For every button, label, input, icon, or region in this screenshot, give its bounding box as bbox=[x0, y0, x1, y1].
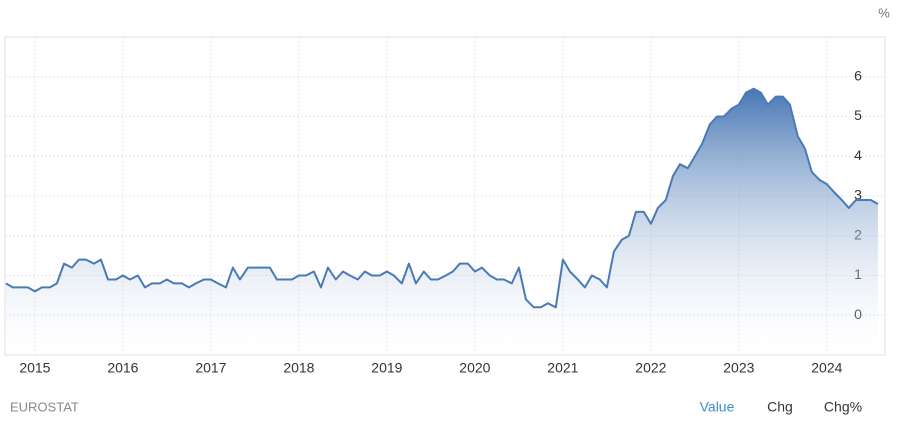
x-tick-label: 2019 bbox=[371, 360, 402, 376]
x-tick-label: 2023 bbox=[723, 360, 754, 376]
x-tick-label: 2018 bbox=[283, 360, 314, 376]
x-tick-label: 2015 bbox=[19, 360, 50, 376]
x-tick-label: 2020 bbox=[459, 360, 490, 376]
unit-label: % bbox=[878, 5, 890, 20]
tab-chg-pct[interactable]: Chg% bbox=[824, 399, 862, 415]
line bbox=[5, 87, 879, 309]
y-tick-label: 5 bbox=[854, 107, 862, 123]
source: EUROSTAT bbox=[10, 399, 79, 414]
y-tick-label: 4 bbox=[854, 147, 862, 163]
area-fill bbox=[5, 88, 878, 355]
tab-value[interactable]: Value bbox=[700, 399, 735, 415]
y-tick-label: 3 bbox=[854, 187, 862, 203]
x-tick-label: 2021 bbox=[547, 360, 578, 376]
x-tick-label: 2016 bbox=[107, 360, 138, 376]
x-tick-label: 2024 bbox=[811, 360, 842, 376]
x-tick-label: 2022 bbox=[635, 360, 666, 376]
y-tick-label: 6 bbox=[854, 67, 862, 83]
x-tick-label: 2017 bbox=[195, 360, 226, 376]
tab-chg[interactable]: Chg bbox=[767, 399, 793, 415]
